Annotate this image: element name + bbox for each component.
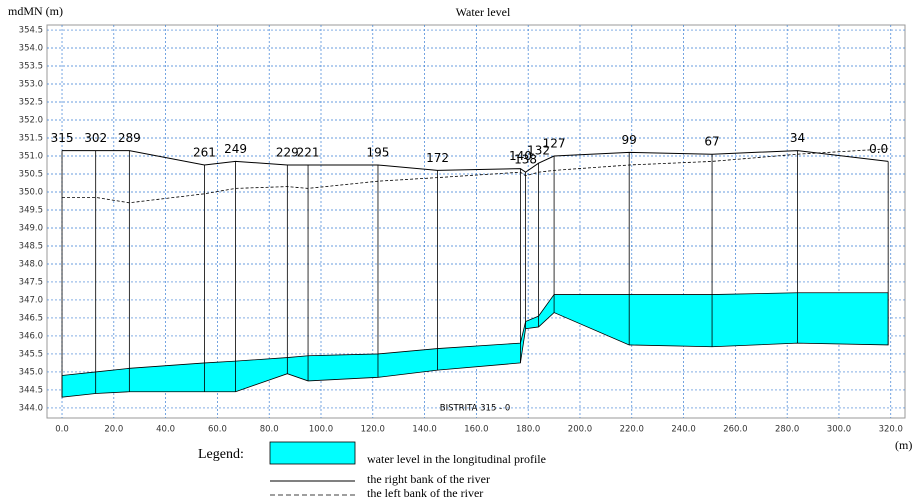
section-label: 195 [367,145,390,159]
x-tick-label: 240.0 [671,425,695,435]
chart-title: Water level [456,5,511,19]
plot-frame [46,24,906,419]
y-tick-label: 353.0 [19,80,43,90]
legend-label: water level in the longitudinal profile [367,452,546,466]
x-tick-label: 320.0 [879,425,903,435]
x-axis-label: (m) [895,438,912,452]
y-tick-label: 344.0 [19,403,43,413]
x-tick-label: 80.0 [260,425,279,435]
section-label: 138 [514,153,537,167]
y-tick-label: 350.5 [19,169,43,179]
x-tick-label: 120.0 [361,425,385,435]
x-tick-label: 20.0 [104,425,123,435]
y-tick-label: 348.5 [19,241,43,251]
section-label: 99 [622,133,637,147]
legend-title: Legend: [198,447,244,462]
section-label: 67 [704,135,719,149]
y-tick-label: 348.0 [19,259,43,269]
x-tick-label: 160.0 [464,425,488,435]
left-bank-line [62,148,889,204]
x-tick-label: 40.0 [156,425,175,435]
section-label: 34 [790,131,805,145]
legend-label: the right bank of the river [367,472,490,486]
x-tick-label: 180.0 [516,425,540,435]
right-bank-line [62,150,889,173]
annotation: BISTRITA 315 - 0 [440,404,511,414]
y-tick-label: 349.0 [19,223,43,233]
y-tick-label: 351.5 [19,134,43,144]
y-axis-label: mdMN (m) [8,4,63,18]
section-label: 132 [527,144,550,158]
water-area [61,292,889,398]
y-tick-label: 347.5 [19,277,43,287]
section-label: 172 [426,151,449,165]
section-label: 289 [118,131,141,145]
legend-swatch [269,441,356,465]
section-label: 302 [84,131,107,145]
y-tick-label: 349.5 [19,205,43,215]
y-tick-label: 344.5 [19,385,43,395]
x-tick-label: 280.0 [775,425,799,435]
y-tick-label: 354.5 [19,26,43,36]
section-label: 315 [51,131,74,145]
y-tick-label: 350.0 [19,187,43,197]
y-tick-label: 347.0 [19,295,43,305]
y-tick-label: 352.0 [19,116,43,126]
y-tick-label: 354.0 [19,44,43,54]
y-tick-label: 345.5 [19,349,43,359]
y-tick-label: 352.5 [19,98,43,108]
x-tick-label: 300.0 [827,425,851,435]
legend-label: the left bank of the river [367,486,483,500]
y-tick-label: 346.0 [19,331,43,341]
section-label: 261 [193,145,216,159]
x-tick-label: 220.0 [620,425,644,435]
section-label: 140 [509,149,532,163]
section-label: 249 [224,142,247,156]
y-tick-label: 351.0 [19,152,43,162]
x-tick-label: 60.0 [208,425,227,435]
x-tick-label: 100.0 [309,425,333,435]
section-label: 221 [297,145,320,159]
x-tick-label: 140.0 [412,425,436,435]
section-label: 0.0 [869,142,888,156]
x-tick-label: 0.0 [55,425,69,435]
y-tick-label: 346.5 [19,313,43,323]
y-tick-label: 345.0 [19,367,43,377]
y-tick-label: 353.5 [19,62,43,72]
x-tick-label: 260.0 [723,425,747,435]
x-tick-label: 200.0 [568,425,592,435]
section-label: 229 [276,145,299,159]
section-label: 127 [543,137,566,151]
